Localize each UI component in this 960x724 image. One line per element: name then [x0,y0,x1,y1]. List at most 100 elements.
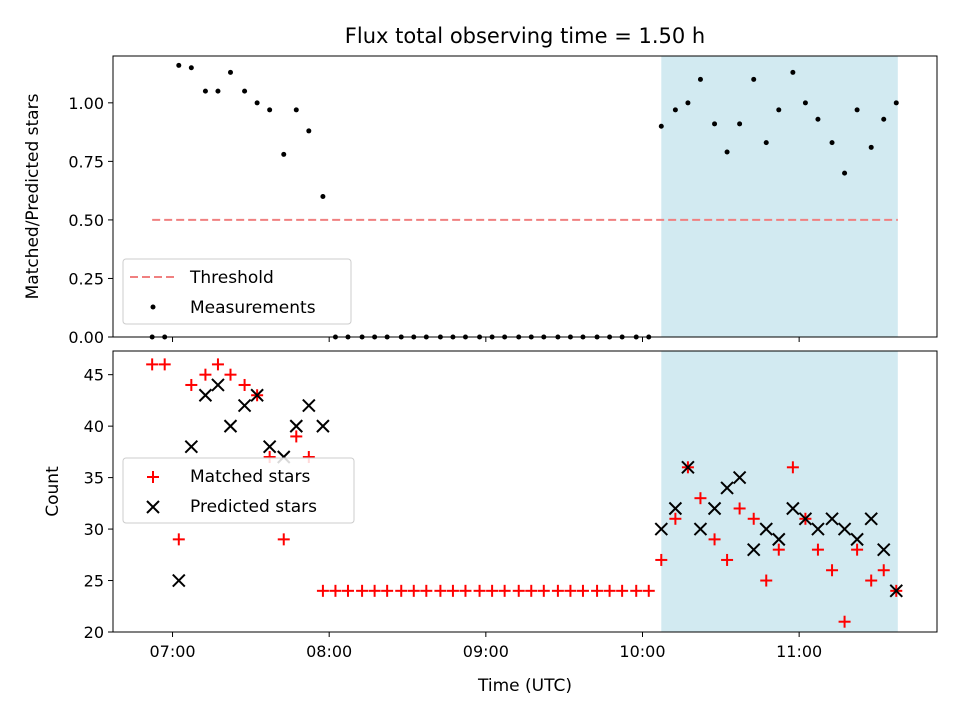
matched-stars-point [486,584,499,597]
measurements-point [829,140,835,146]
matched-stars-point [146,358,159,371]
matched-stars-point [329,584,342,597]
matched-stars-point [395,584,408,597]
measurements-point [893,100,899,106]
measurements-point [790,69,796,75]
matched-stars-point [211,358,224,371]
predicted-stars-point [786,501,800,516]
threshold-legend-label: Threshold [189,268,274,288]
matched-stars-point [434,584,447,597]
matched-stars-point [199,368,212,381]
matched-stars-point [760,574,773,587]
measurements-point [763,140,769,146]
matched-stars-point [537,584,550,597]
matched-stars-point [747,512,760,525]
matched-stars-point [694,492,707,505]
predicted-legend-marker [146,500,160,514]
matched-stars-point [865,574,878,587]
measurements-point [176,62,182,68]
matched-stars-point [290,430,303,443]
predicted-stars-point [864,512,878,526]
predicted-stars-point [223,419,238,433]
measurements-point [685,100,691,106]
matched-stars-point [459,584,472,597]
predicted-stars-point [732,470,747,485]
predicted-stars-point [316,419,330,433]
y-tick-label: 0.25 [68,269,104,288]
x-axis-label: Time (UTC) [477,676,572,696]
predicted-stars-point [262,440,277,454]
matched-stars-point [381,584,394,597]
matched-stars-point [721,553,734,566]
y-tick-label: 25 [84,572,104,591]
measurements-point [242,88,248,94]
predicted-stars-point [759,522,773,536]
predicted-stars-point [811,522,825,536]
matched-stars-point [616,584,629,597]
predicted-stars-point [302,398,316,413]
matched-stars-point [446,584,459,597]
y-tick-label: 0.75 [68,152,104,171]
predicted-stars-point [237,398,252,413]
measurements-point [697,76,703,82]
matched-stars-point [576,584,589,597]
measurements-point [802,100,808,106]
measurements-point [306,128,312,134]
matched-stars-point [838,615,851,628]
predicted-stars-point [798,512,813,526]
x-tick-label: 10:00 [619,642,665,661]
measurements-point [254,100,260,106]
matched-stars-point [238,378,251,391]
predicted-stars-point [772,532,786,547]
measurements-point [215,88,221,94]
y-tick-label: 0.50 [68,211,104,230]
matched-stars-point [407,584,420,597]
matched-stars-point [655,553,668,566]
top-legend: Threshold Measurements [122,258,352,325]
panel-counts: 20 25 30 35 40 45 07:00 08:00 09:00 10:00 11:00 Co… [43,350,938,696]
predicted-stars-point [837,522,852,536]
bottom-y-axis-label: Count [43,466,63,517]
predicted-stars-point [184,440,199,454]
panel-ratio: 0.00 0.25 0.50 0.75 1.00 Flux total observin… [23,24,938,347]
matched-legend-marker [147,471,159,483]
measurements-point [202,88,208,94]
matched-stars-point [341,584,354,597]
matched-stars-point [851,543,864,556]
predicted-stars-point [850,532,864,547]
measurements-point [267,107,273,113]
measurements-point [815,116,821,122]
predicted-stars-point [747,542,761,557]
matched-stars-point [316,584,329,597]
y-tick-label: 20 [84,623,104,642]
bottom-axes-ticks: 20 25 30 35 40 45 07:00 08:00 09:00 10:00 11:00 [84,366,823,661]
matched-legend-label: Matched stars [190,467,310,487]
matched-stars-point [473,584,486,597]
measurements-point [227,69,233,75]
y-tick-label: 45 [84,366,104,385]
predicted-stars-point [250,388,264,402]
matched-stars-point [772,543,785,556]
measurements-point [320,194,326,199]
top-axes-frame [112,55,938,338]
matched-stars-point [277,533,290,546]
measurements-point [658,123,664,129]
measurements-legend-label: Measurements [190,298,316,318]
predicted-stars-point [877,542,891,557]
matched-stars-point [811,543,824,556]
measurements-point [842,170,848,176]
predicted-stars-point [654,522,668,536]
matched-stars-point [368,584,381,597]
matched-stars-point [356,584,369,597]
x-tick-label: 09:00 [463,642,509,661]
predicted-stars-point [289,419,303,433]
predicted-stars-point [693,522,708,536]
matched-stars-point [642,584,655,597]
matched-stars-point [826,564,839,577]
matched-stars-point [498,584,511,597]
observing-window-shade-top [661,56,898,337]
measurements-legend-marker [150,304,156,310]
matched-stars-point [708,533,721,546]
matched-stars-point [172,533,185,546]
